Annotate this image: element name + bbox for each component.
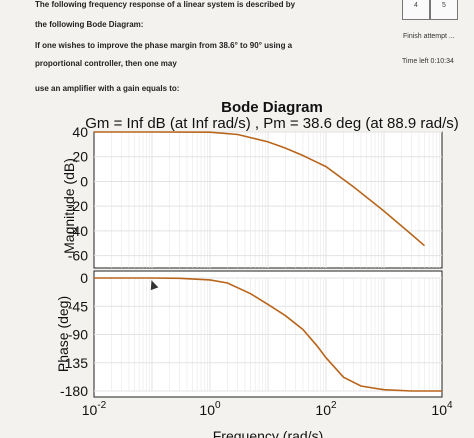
magnitude-tick-label: -40 [68, 223, 88, 239]
question-line-5: use an amplifier with a gain equals to: [35, 84, 180, 93]
time-left: Time left 0:10:34 [402, 58, 454, 65]
frequency-axis-label: Frequency (rad/s) [213, 428, 323, 438]
chart-subtitle: Gm = Inf dB (at Inf rad/s) , Pm = 38.6 d… [85, 115, 459, 132]
frequency-tick-label: 10-2 [82, 400, 107, 418]
frequency-tick-label: 102 [315, 400, 337, 418]
magnitude-series-line [94, 131, 426, 247]
phase-tick-label: 0 [80, 270, 88, 286]
magnitude-tick-label: -60 [68, 248, 88, 264]
frequency-tick-label: 100 [199, 400, 221, 418]
phase-tick-label: -180 [60, 383, 88, 399]
question-line-4: proportional controller, then one may [35, 59, 177, 68]
phase-tick-label: -90 [68, 327, 88, 343]
magnitude-tick-label: 40 [72, 124, 88, 140]
phase-plot: 0 -45 -90 -135 -180 10-2 100 102 104 Phase (deg… [55, 270, 453, 438]
question-nav-button-4[interactable]: 4 [402, 0, 430, 20]
magnitude-tick-label: 0 [80, 173, 88, 189]
magnitude-tick-label: 20 [72, 149, 88, 165]
frequency-tick-label: 104 [431, 400, 453, 418]
chart-title: Bode Diagram [221, 99, 323, 116]
question-line-3: If one wishes to improve the phase margi… [35, 41, 293, 50]
finish-attempt-link[interactable]: Finish attempt ... [403, 33, 455, 40]
question-line-2: the following Bode Diagram: [35, 20, 144, 29]
magnitude-plot: 40 20 0 -20 -40 -60 Bode Diagram Gm = Inf dB … [61, 99, 459, 269]
magnitude-axis-label: Magnitude (dB) [61, 158, 77, 254]
question-nav-button-5[interactable]: 5 [430, 0, 458, 20]
phase-tick-label: -135 [60, 355, 88, 371]
phase-axis-label: Phase (deg) [55, 296, 71, 372]
magnitude-tick-label: -20 [68, 198, 88, 214]
question-line-1: The following frequency response of a li… [35, 0, 296, 9]
phase-tick-label: -45 [68, 298, 88, 314]
phase-series-line [94, 277, 442, 392]
